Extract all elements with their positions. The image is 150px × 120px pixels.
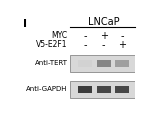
Bar	[70, 55, 135, 72]
Bar	[70, 81, 135, 98]
Bar	[97, 86, 111, 93]
Text: I: I	[23, 19, 27, 29]
Text: V5-E2F1: V5-E2F1	[36, 40, 68, 49]
Text: +: +	[100, 31, 108, 41]
Bar	[115, 60, 129, 67]
Bar	[78, 86, 92, 93]
Text: -: -	[83, 40, 87, 50]
Bar	[78, 60, 92, 67]
Text: -: -	[120, 31, 124, 41]
Text: +: +	[118, 40, 126, 50]
Text: -: -	[83, 31, 87, 41]
Text: LNCaP: LNCaP	[88, 17, 119, 27]
Bar	[115, 86, 129, 93]
Text: Anti-GAPDH: Anti-GAPDH	[26, 86, 68, 92]
Bar	[97, 60, 111, 67]
Text: -: -	[102, 40, 105, 50]
Text: MYC: MYC	[51, 31, 68, 40]
Text: Anti-TERT: Anti-TERT	[34, 60, 68, 66]
